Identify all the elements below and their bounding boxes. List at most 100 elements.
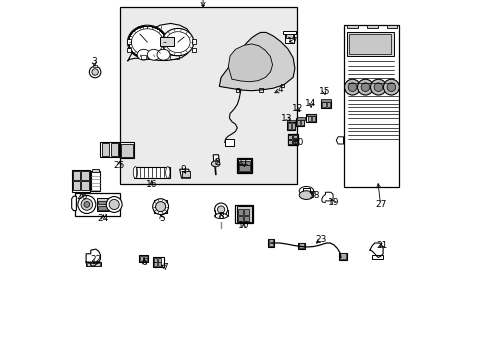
Text: 26: 26	[76, 192, 87, 201]
Text: 2: 2	[214, 158, 220, 167]
Bar	[153, 258, 157, 262]
Bar	[326, 102, 329, 107]
Bar	[343, 25, 399, 187]
Bar	[101, 142, 119, 157]
Bar	[97, 198, 109, 211]
Bar	[285, 34, 292, 38]
Bar	[73, 181, 80, 190]
Polygon shape	[286, 122, 294, 130]
Text: 23: 23	[314, 235, 326, 244]
Bar	[267, 239, 274, 247]
Bar	[236, 206, 251, 222]
Polygon shape	[228, 44, 272, 82]
Bar	[237, 158, 251, 173]
Text: 27: 27	[374, 200, 386, 209]
Bar	[158, 262, 161, 266]
Text: 16: 16	[145, 180, 157, 189]
Bar	[321, 99, 330, 102]
Bar	[144, 256, 146, 261]
Ellipse shape	[127, 25, 167, 59]
Text: 20: 20	[291, 138, 303, 147]
Text: 3: 3	[91, 57, 97, 66]
Bar	[86, 262, 101, 266]
Bar	[311, 116, 315, 121]
Bar	[321, 102, 325, 107]
Bar	[239, 165, 249, 171]
Bar	[298, 243, 303, 248]
Polygon shape	[179, 169, 190, 178]
Ellipse shape	[357, 79, 373, 95]
Bar	[287, 120, 295, 122]
Text: 12: 12	[291, 104, 303, 113]
Ellipse shape	[370, 79, 386, 95]
Bar	[91, 171, 100, 191]
Ellipse shape	[214, 213, 227, 219]
Text: 17: 17	[287, 37, 298, 46]
Polygon shape	[306, 114, 315, 122]
Bar	[386, 25, 397, 28]
Ellipse shape	[133, 167, 137, 178]
Text: 10: 10	[238, 221, 249, 230]
Bar	[160, 37, 174, 46]
Bar	[296, 120, 300, 125]
Bar	[346, 25, 357, 28]
Ellipse shape	[152, 199, 168, 215]
Ellipse shape	[81, 199, 92, 210]
Bar	[293, 135, 297, 139]
Bar	[127, 39, 131, 44]
Bar	[120, 142, 134, 158]
Ellipse shape	[383, 79, 399, 95]
Bar	[237, 209, 242, 215]
Bar	[244, 216, 248, 221]
Bar	[139, 255, 148, 262]
Text: 14: 14	[305, 99, 316, 108]
Ellipse shape	[109, 199, 119, 210]
Text: 6: 6	[141, 258, 147, 267]
Text: 1: 1	[200, 0, 205, 8]
Bar	[235, 205, 252, 223]
Polygon shape	[295, 118, 304, 126]
Polygon shape	[75, 193, 120, 216]
Bar	[239, 161, 249, 165]
Ellipse shape	[165, 167, 170, 178]
Bar	[224, 139, 233, 146]
Bar	[140, 256, 143, 261]
Bar	[75, 193, 120, 216]
Ellipse shape	[299, 191, 313, 199]
Bar	[268, 243, 273, 246]
Bar	[153, 200, 167, 213]
Bar	[268, 239, 273, 242]
Bar	[301, 120, 304, 125]
Bar	[307, 116, 310, 121]
Ellipse shape	[347, 83, 356, 91]
Bar	[73, 171, 80, 180]
Bar	[81, 181, 88, 190]
Polygon shape	[213, 155, 219, 164]
Bar	[92, 169, 99, 172]
Ellipse shape	[89, 66, 101, 78]
Ellipse shape	[155, 202, 165, 212]
Polygon shape	[320, 100, 330, 108]
Bar	[338, 253, 346, 260]
Bar	[182, 171, 189, 177]
Bar	[287, 134, 298, 145]
Bar	[192, 48, 196, 52]
Text: 4: 4	[277, 85, 283, 94]
Bar	[346, 32, 393, 56]
Bar	[127, 48, 131, 52]
Text: 19: 19	[327, 198, 339, 207]
Text: 22: 22	[90, 256, 102, 264]
Text: 8: 8	[218, 212, 224, 221]
Bar	[288, 135, 292, 139]
Ellipse shape	[78, 195, 96, 213]
Bar	[237, 216, 242, 221]
Bar	[302, 188, 309, 195]
Bar	[235, 88, 239, 92]
Bar	[238, 159, 250, 172]
Bar	[98, 206, 108, 210]
Bar	[133, 167, 169, 178]
Ellipse shape	[211, 161, 220, 167]
Text: 11: 11	[238, 158, 249, 167]
Bar	[288, 140, 292, 144]
Ellipse shape	[137, 49, 150, 60]
